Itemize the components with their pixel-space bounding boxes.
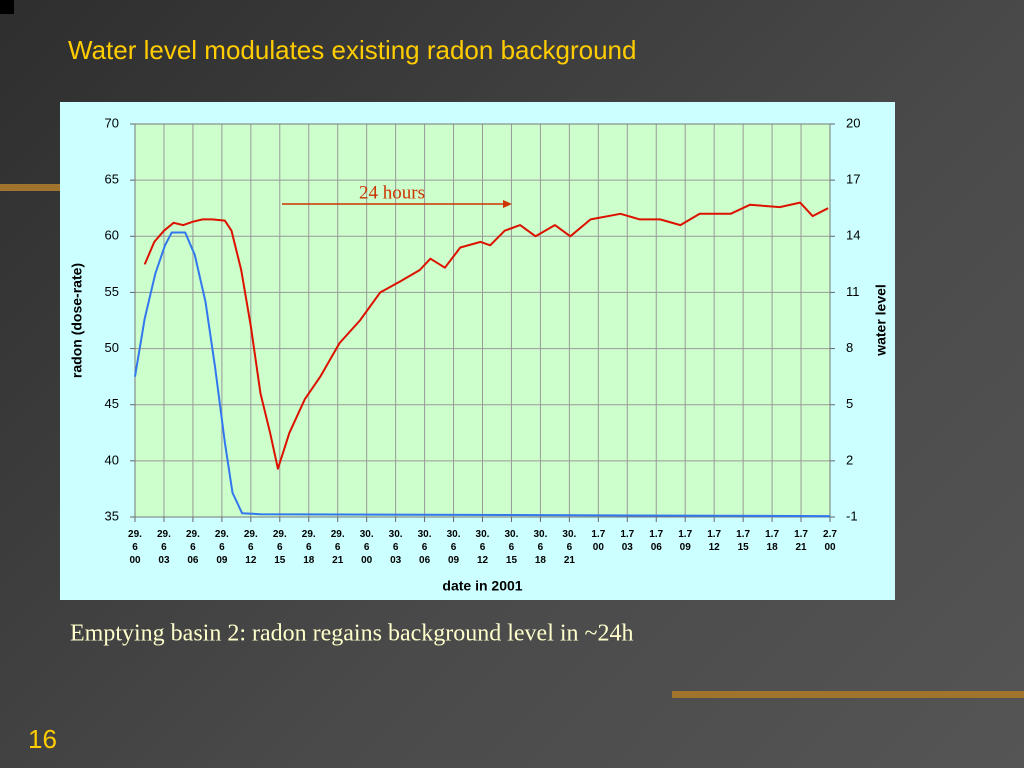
x-tick-label: 29. 6 21 <box>330 529 345 566</box>
decor-bar <box>0 184 60 191</box>
x-tick-label: 1.7 15 <box>736 529 751 553</box>
x-tick-label: 30. 6 12 <box>475 529 490 566</box>
x-tick-label: 29. 6 06 <box>185 529 200 566</box>
y-tick-label: 40 <box>105 452 119 467</box>
x-tick-label: 1.7 09 <box>678 529 693 553</box>
y2-tick-label: 8 <box>846 340 853 355</box>
x-tick-label: 29. 6 12 <box>243 529 258 566</box>
x-tick-label: 29. 6 09 <box>214 529 229 566</box>
annotation-arrowhead <box>503 200 512 208</box>
x-tick-label: 29. 6 00 <box>128 529 142 566</box>
x-tick-label: 1.7 00 <box>591 529 606 553</box>
x-tick-label: 30. 6 06 <box>417 529 432 566</box>
corner-square <box>0 0 14 14</box>
plot-frame <box>134 123 831 518</box>
series-line <box>134 231 831 518</box>
series-line <box>143 201 829 470</box>
y-tick-label: 50 <box>105 340 119 355</box>
x-tick-label: 1.7 03 <box>620 529 635 553</box>
x-axis-title: date in 2001 <box>442 578 522 594</box>
x-tick-label: 1.7 12 <box>707 529 722 553</box>
y2-tick-label: 2 <box>846 452 853 467</box>
x-tick-label: 29. 6 18 <box>301 529 316 566</box>
decor-bar <box>672 691 1024 698</box>
x-tick-label: 30. 6 15 <box>504 529 519 566</box>
annotation: 24 hours <box>359 182 425 203</box>
page-number: 16 <box>28 724 57 754</box>
x-tick-label: 30. 6 09 <box>446 529 461 566</box>
x-tick-label: 2.7 00 <box>823 529 837 553</box>
y-tick-label: 65 <box>105 172 119 187</box>
x-tick-label: 1.7 21 <box>794 529 808 553</box>
x-tick-label: 30. 6 18 <box>533 529 548 566</box>
y-tick-label: 60 <box>105 228 119 243</box>
y2-tick-label: 17 <box>846 172 860 187</box>
y2-tick-label: 20 <box>846 115 860 130</box>
x-tick-label: 29. 6 03 <box>157 529 171 566</box>
y-tick-label: 70 <box>105 115 119 130</box>
slide-caption: Emptying basin 2: radon regains backgrou… <box>70 621 634 647</box>
slide-title: Water level modulates existing radon bac… <box>68 35 636 65</box>
y-tick-label: 45 <box>105 396 119 411</box>
y2-axis-title: water level <box>873 284 889 357</box>
x-tick-label: 1.7 18 <box>765 529 780 553</box>
x-tick-label: 29. 6 15 <box>272 529 287 566</box>
y-tick-label: 55 <box>105 284 119 299</box>
x-tick-label: 1.7 06 <box>649 529 664 553</box>
y2-tick-label: 5 <box>846 396 853 411</box>
y-axis-title: radon (dose-rate) <box>69 263 85 378</box>
y2-tick-label: 11 <box>846 284 860 299</box>
x-tick-label: 30. 6 00 <box>359 529 374 566</box>
y2-tick-label: -1 <box>846 508 858 523</box>
x-tick-label: 30. 6 03 <box>388 529 403 566</box>
y-tick-label: 35 <box>105 508 119 523</box>
y2-tick-label: 14 <box>846 228 860 243</box>
x-tick-label: 30. 6 21 <box>562 529 577 566</box>
